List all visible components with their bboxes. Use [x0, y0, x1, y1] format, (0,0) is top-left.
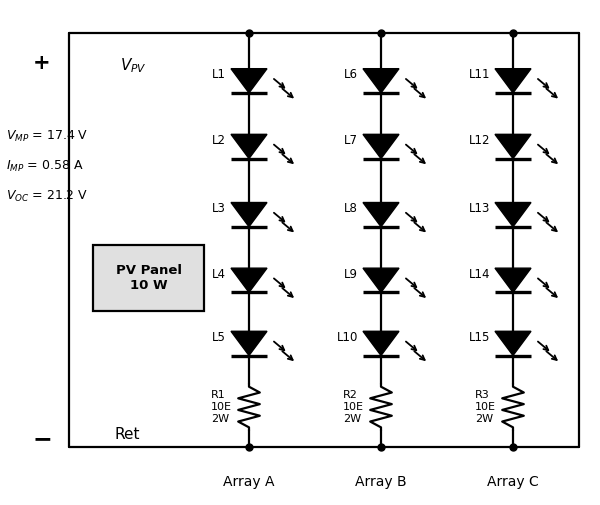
Text: L9: L9: [344, 268, 358, 281]
Text: +: +: [33, 53, 51, 73]
Text: L6: L6: [344, 68, 358, 81]
Polygon shape: [231, 134, 267, 159]
Text: L1: L1: [212, 68, 226, 81]
Polygon shape: [495, 331, 531, 356]
Text: L5: L5: [212, 331, 226, 344]
Text: L12: L12: [469, 134, 490, 147]
Bar: [93, 245, 204, 311]
Polygon shape: [495, 69, 531, 93]
Text: L14: L14: [469, 268, 490, 281]
Text: L13: L13: [469, 202, 490, 215]
Text: Array B: Array B: [355, 475, 407, 489]
Text: L8: L8: [344, 202, 358, 215]
Text: L7: L7: [344, 134, 358, 147]
Text: $V_{PV}$: $V_{PV}$: [120, 56, 147, 75]
Text: −: −: [32, 427, 52, 451]
Text: L2: L2: [212, 134, 226, 147]
Text: R1
10E
2W: R1 10E 2W: [211, 390, 232, 424]
Polygon shape: [231, 331, 267, 356]
Polygon shape: [363, 203, 399, 227]
Polygon shape: [231, 203, 267, 227]
Text: PV Panel
10 W: PV Panel 10 W: [115, 264, 182, 292]
Polygon shape: [495, 268, 531, 292]
Polygon shape: [231, 268, 267, 292]
Polygon shape: [363, 268, 399, 292]
Polygon shape: [363, 331, 399, 356]
Text: R3
10E
2W: R3 10E 2W: [475, 390, 496, 424]
Text: L4: L4: [212, 268, 226, 281]
Text: L3: L3: [212, 202, 226, 215]
Text: L15: L15: [469, 331, 490, 344]
Text: Array A: Array A: [223, 475, 275, 489]
Polygon shape: [231, 69, 267, 93]
Text: $V_{MP}$ = 17.4 V: $V_{MP}$ = 17.4 V: [6, 129, 88, 144]
Text: R2
10E
2W: R2 10E 2W: [343, 390, 364, 424]
Text: Ret: Ret: [114, 427, 139, 442]
Text: L11: L11: [469, 68, 490, 81]
Text: Array C: Array C: [487, 475, 539, 489]
Polygon shape: [495, 203, 531, 227]
Polygon shape: [495, 134, 531, 159]
Text: $I_{MP}$ = 0.58 A: $I_{MP}$ = 0.58 A: [6, 159, 83, 174]
Polygon shape: [363, 134, 399, 159]
Polygon shape: [363, 69, 399, 93]
Text: L10: L10: [337, 331, 358, 344]
Text: $V_{OC}$ = 21.2 V: $V_{OC}$ = 21.2 V: [6, 189, 88, 205]
